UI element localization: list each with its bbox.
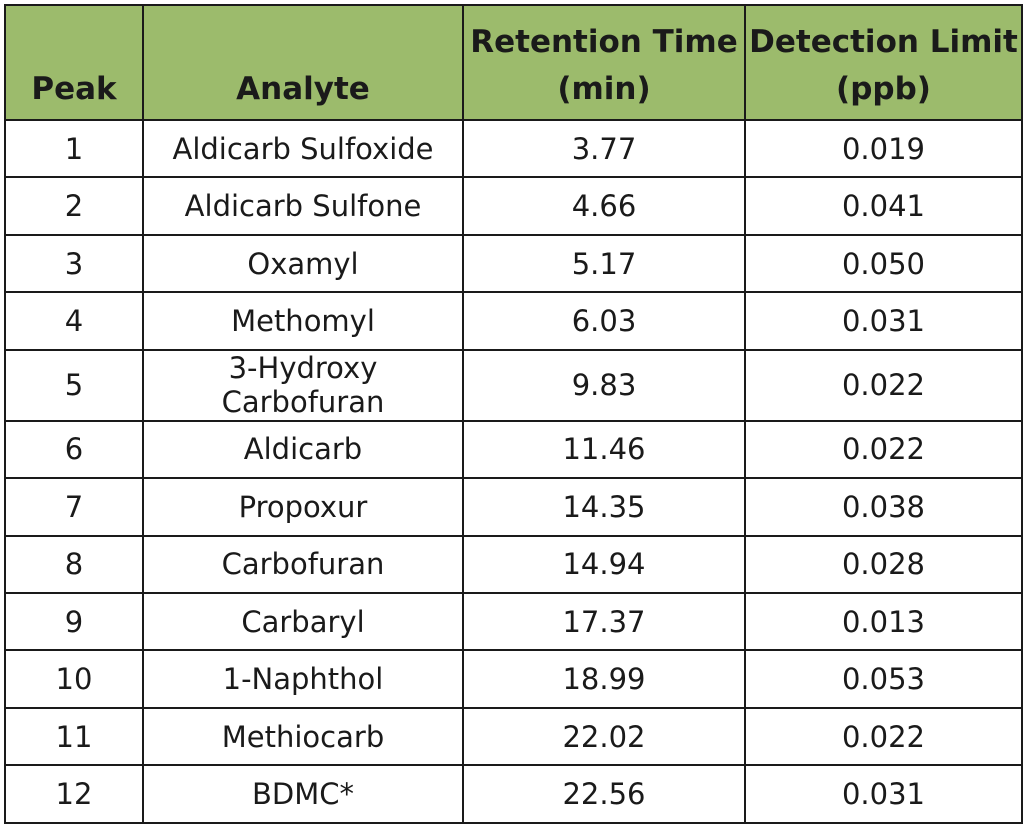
retention-time-cell: 18.99 [462, 649, 746, 709]
detection-limit-cell: 0.031 [744, 291, 1023, 351]
table-row: 4 Methomyl 6.03 0.031 [4, 291, 1023, 351]
header-retention-time: Retention Time (min) [462, 4, 746, 121]
detection-limit-cell: 0.022 [744, 706, 1023, 767]
analyte-cell: 1-Naphthol [142, 649, 464, 709]
analyte-cell: Methomyl [142, 291, 464, 351]
table-row: 12 BDMC* 22.56 0.031 [4, 764, 1023, 824]
header-retention-time-line2: (min) [557, 71, 651, 107]
table-row: 5 3-Hydroxy Carbofuran 9.83 0.022 [4, 348, 1023, 422]
retention-time-cell: 6.03 [462, 291, 746, 351]
table-row: 2 Aldicarb Sulfone 4.66 0.041 [4, 176, 1023, 236]
analyte-cell: BDMC* [142, 764, 464, 824]
table-row: 8 Carbofuran 14.94 0.028 [4, 534, 1023, 594]
table-row: 11 Methiocarb 22.02 0.022 [4, 706, 1023, 767]
table-row: 9 Carbaryl 17.37 0.013 [4, 591, 1023, 652]
peak-cell: 4 [4, 291, 144, 351]
retention-time-cell: 5.17 [462, 233, 746, 294]
peak-cell: 1 [4, 118, 144, 179]
detection-limit-cell: 0.019 [744, 118, 1023, 179]
retention-time-cell: 9.83 [462, 348, 746, 422]
analyte-cell: 3-Hydroxy Carbofuran [142, 348, 464, 422]
table-row: 1 Aldicarb Sulfoxide 3.77 0.019 [4, 118, 1023, 179]
table-row: 3 Oxamyl 5.17 0.050 [4, 233, 1023, 294]
detection-limit-cell: 0.038 [744, 477, 1023, 537]
peak-cell: 6 [4, 419, 144, 480]
results-table: Peak Analyte Retention Time (min) Detect… [4, 4, 1023, 824]
header-analyte-text: Analyte [236, 71, 370, 107]
analyte-cell: Carbaryl [142, 591, 464, 652]
analyte-cell: Oxamyl [142, 233, 464, 294]
header-detection-limit-line1: Detection Limit [749, 24, 1018, 60]
detection-limit-cell: 0.022 [744, 419, 1023, 480]
detection-limit-cell: 0.053 [744, 649, 1023, 709]
peak-cell: 9 [4, 591, 144, 652]
retention-time-cell: 14.94 [462, 534, 746, 594]
retention-time-cell: 17.37 [462, 591, 746, 652]
peak-cell: 7 [4, 477, 144, 537]
analyte-cell: Propoxur [142, 477, 464, 537]
analyte-cell: Aldicarb [142, 419, 464, 480]
table-body: 1 Aldicarb Sulfoxide 3.77 0.019 2 Aldicarb Su… [4, 118, 1023, 824]
table-row: 10 1-Naphthol 18.99 0.053 [4, 649, 1023, 709]
retention-time-cell: 22.56 [462, 764, 746, 824]
retention-time-cell: 3.77 [462, 118, 746, 179]
header-peak: Peak [4, 4, 144, 121]
header-detection-limit-line2: (ppb) [836, 71, 931, 107]
peak-cell: 5 [4, 348, 144, 422]
analyte-cell: Methiocarb [142, 706, 464, 767]
peak-cell: 2 [4, 176, 144, 236]
peak-cell: 3 [4, 233, 144, 294]
detection-limit-cell: 0.028 [744, 534, 1023, 594]
header-retention-time-line1: Retention Time [470, 24, 738, 60]
table-row: 7 Propoxur 14.35 0.038 [4, 477, 1023, 537]
detection-limit-cell: 0.050 [744, 233, 1023, 294]
detection-limit-cell: 0.013 [744, 591, 1023, 652]
results-table-container: Peak Analyte Retention Time (min) Detect… [4, 4, 1023, 824]
header-detection-limit: Detection Limit (ppb) [744, 4, 1023, 121]
detection-limit-cell: 0.031 [744, 764, 1023, 824]
retention-time-cell: 22.02 [462, 706, 746, 767]
retention-time-cell: 4.66 [462, 176, 746, 236]
analyte-cell: Aldicarb Sulfoxide [142, 118, 464, 179]
peak-cell: 10 [4, 649, 144, 709]
retention-time-cell: 14.35 [462, 477, 746, 537]
header-analyte: Analyte [142, 4, 464, 121]
analyte-cell: Carbofuran [142, 534, 464, 594]
header-peak-text: Peak [31, 71, 117, 107]
header-row: Peak Analyte Retention Time (min) Detect… [4, 4, 1023, 121]
peak-cell: 12 [4, 764, 144, 824]
analyte-cell: Aldicarb Sulfone [142, 176, 464, 236]
detection-limit-cell: 0.022 [744, 348, 1023, 422]
detection-limit-cell: 0.041 [744, 176, 1023, 236]
retention-time-cell: 11.46 [462, 419, 746, 480]
peak-cell: 11 [4, 706, 144, 767]
table-row: 6 Aldicarb 11.46 0.022 [4, 419, 1023, 480]
peak-cell: 8 [4, 534, 144, 594]
